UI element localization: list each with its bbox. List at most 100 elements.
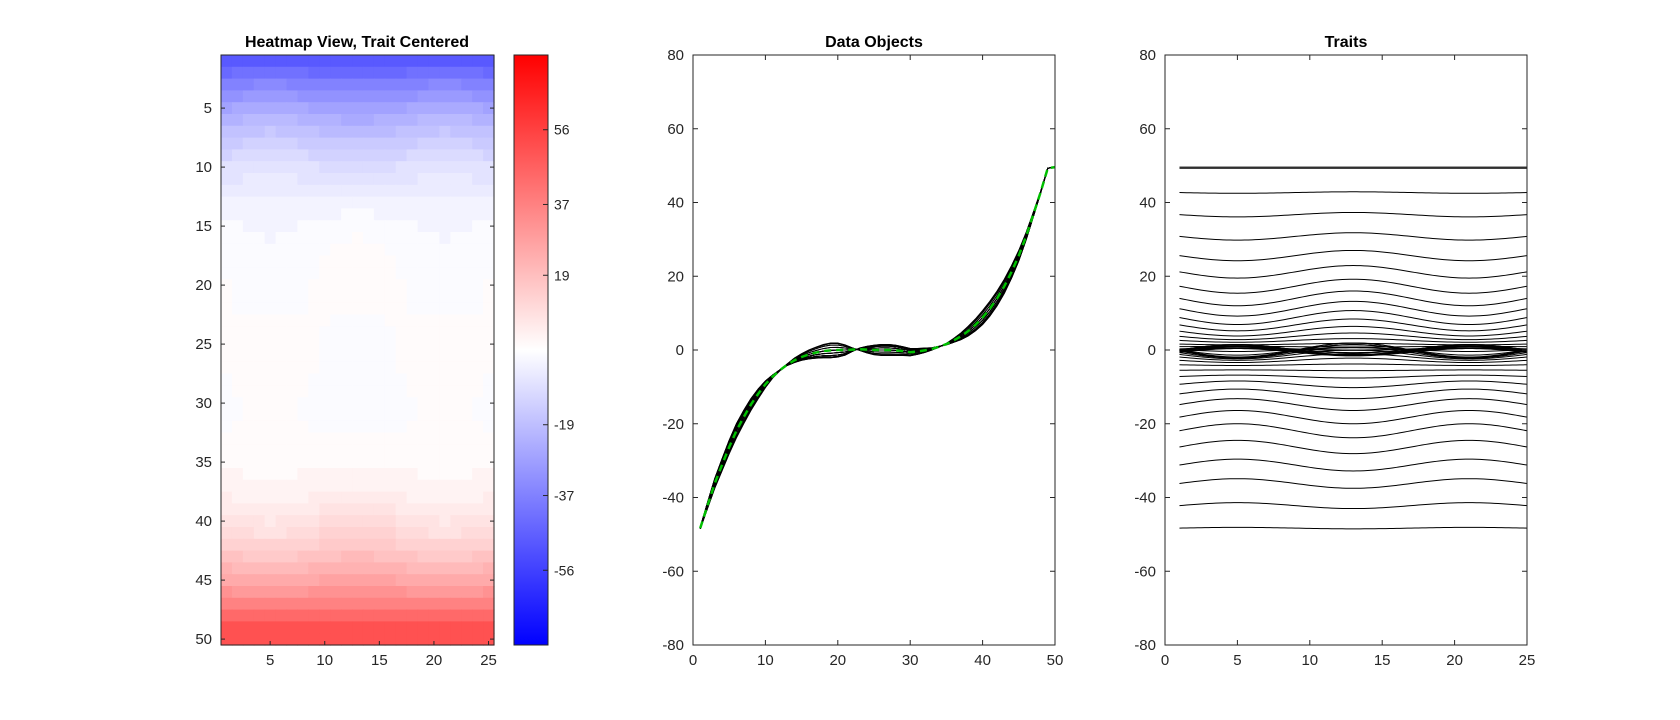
heatmap-y-tick-label: 40 [195, 513, 212, 530]
heatmap-cell [242, 491, 255, 504]
heatmap-cell [373, 621, 386, 634]
heatmap-cell [395, 479, 408, 493]
heatmap-cell [362, 55, 375, 68]
heatmap-cell [253, 173, 266, 186]
heatmap-cell [472, 456, 484, 469]
heatmap-cell [275, 550, 288, 563]
heatmap-cell [373, 291, 386, 304]
heatmap-cell [319, 432, 331, 445]
heatmap-cell [384, 420, 397, 434]
heatmap-cell [483, 196, 495, 209]
traits-x-tick-label: 25 [1519, 652, 1536, 669]
heatmap-cell [362, 597, 375, 611]
heatmap-cell [428, 468, 440, 481]
heatmap-cell [384, 479, 397, 493]
heatmap-cell [253, 515, 266, 528]
data-objects-y-tick-label: 40 [667, 195, 684, 212]
data-object-line [699, 166, 1056, 528]
heatmap-cell [221, 102, 233, 115]
heatmap-cell [483, 385, 495, 398]
trait-line [1179, 232, 1528, 241]
heatmap-cell [450, 102, 462, 115]
heatmap-cell [352, 232, 364, 245]
heatmap-cell [384, 114, 397, 127]
heatmap-cell [417, 456, 430, 469]
heatmap-cell [406, 633, 419, 646]
colorbar-tick-label: -19 [554, 417, 574, 433]
heatmap-cell [461, 397, 473, 410]
heatmap-cell [417, 114, 430, 127]
heatmap-cell [242, 373, 255, 386]
heatmap-cell [264, 409, 277, 422]
heatmap-cell [352, 468, 364, 481]
heatmap-cell [264, 479, 277, 493]
heatmap-cell [352, 444, 364, 457]
heatmap-cell [428, 78, 440, 91]
heatmap-cell [373, 409, 386, 422]
trait-line [1179, 502, 1528, 510]
heatmap-cell [439, 161, 451, 174]
heatmap-cell [221, 78, 233, 91]
heatmap-cell [395, 444, 408, 457]
heatmap-cell [253, 161, 266, 174]
heatmap-cell [330, 149, 342, 162]
heatmap-cell [297, 503, 309, 516]
heatmap-cell [439, 255, 451, 268]
heatmap-cell [417, 90, 430, 103]
heatmap-cell [286, 243, 299, 257]
heatmap-cell [450, 515, 462, 528]
heatmap-cell [384, 385, 397, 398]
heatmap-cell [406, 373, 419, 386]
heatmap-cell [264, 78, 277, 91]
heatmap-cell [439, 456, 451, 469]
heatmap-cell [384, 90, 397, 103]
heatmap-cell [362, 267, 375, 280]
heatmap-x-tick-label: 5 [266, 652, 274, 669]
heatmap-cell [461, 456, 473, 469]
heatmap-y-tick-label: 50 [195, 631, 212, 648]
heatmap-cell [275, 420, 288, 434]
heatmap-cell [319, 291, 331, 304]
heatmap-cell [395, 137, 408, 150]
heatmap-cell [319, 385, 331, 398]
heatmap-cell [308, 338, 320, 351]
heatmap-cell [428, 350, 440, 363]
heatmap-cell [264, 444, 277, 457]
heatmap-cell [472, 338, 484, 351]
heatmap-cell [297, 149, 309, 162]
heatmap-cell [483, 621, 495, 634]
heatmap-cell [483, 137, 495, 150]
heatmap-cell [286, 468, 299, 481]
heatmap-cell [308, 409, 320, 422]
heatmap-cell [221, 267, 233, 280]
heatmap-cell [428, 538, 440, 552]
heatmap-cell [253, 538, 266, 552]
heatmap-cell [373, 373, 386, 386]
heatmap-cell [450, 385, 462, 398]
heatmap-cell [242, 161, 255, 174]
data-objects-x-tick-label: 0 [689, 652, 697, 669]
trait-line [1179, 380, 1528, 389]
heatmap-cell [308, 208, 320, 221]
heatmap-cell [264, 326, 277, 339]
heatmap-cell [450, 621, 462, 634]
heatmap-cell [384, 102, 397, 115]
heatmap-cell [472, 491, 484, 504]
heatmap-cell [450, 550, 462, 563]
data-objects-y-tick-label: 20 [667, 268, 684, 285]
traits-x-tick-label: 10 [1301, 652, 1318, 669]
heatmap-cell [253, 243, 266, 257]
heatmap-cell [395, 503, 408, 516]
heatmap-cell [319, 515, 331, 528]
heatmap-cell [253, 125, 266, 139]
heatmap-cell [264, 633, 277, 646]
heatmap-cell [330, 550, 342, 563]
heatmap-cell [341, 385, 353, 398]
heatmap-cell [286, 621, 299, 634]
heatmap-cell [406, 609, 419, 622]
heatmap-cell [297, 90, 309, 103]
heatmap-cell [461, 114, 473, 127]
heatmap-cell [450, 586, 462, 599]
heatmap-cell [417, 597, 430, 611]
heatmap-cell [221, 291, 233, 304]
